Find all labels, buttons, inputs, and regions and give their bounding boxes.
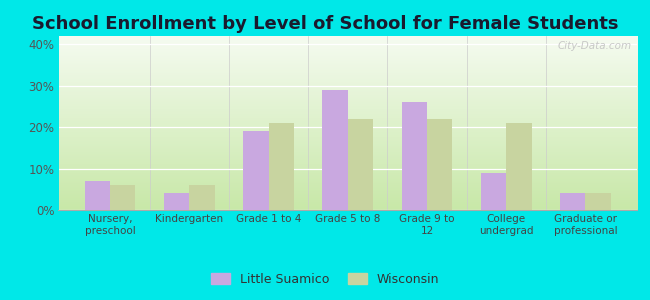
Bar — [348, 119, 373, 210]
Bar — [506, 123, 532, 210]
Bar — [586, 194, 611, 210]
Bar — [110, 185, 135, 210]
Bar — [84, 181, 110, 210]
Bar — [164, 194, 189, 210]
Bar — [322, 90, 348, 210]
Bar — [560, 194, 586, 210]
Bar — [402, 102, 427, 210]
Bar — [481, 173, 506, 210]
Bar — [427, 119, 452, 210]
Bar — [243, 131, 268, 210]
Bar — [189, 185, 214, 210]
Text: City-Data.com: City-Data.com — [557, 41, 631, 51]
Text: School Enrollment by Level of School for Female Students: School Enrollment by Level of School for… — [32, 15, 618, 33]
Bar — [268, 123, 294, 210]
Legend: Little Suamico, Wisconsin: Little Suamico, Wisconsin — [206, 268, 444, 291]
